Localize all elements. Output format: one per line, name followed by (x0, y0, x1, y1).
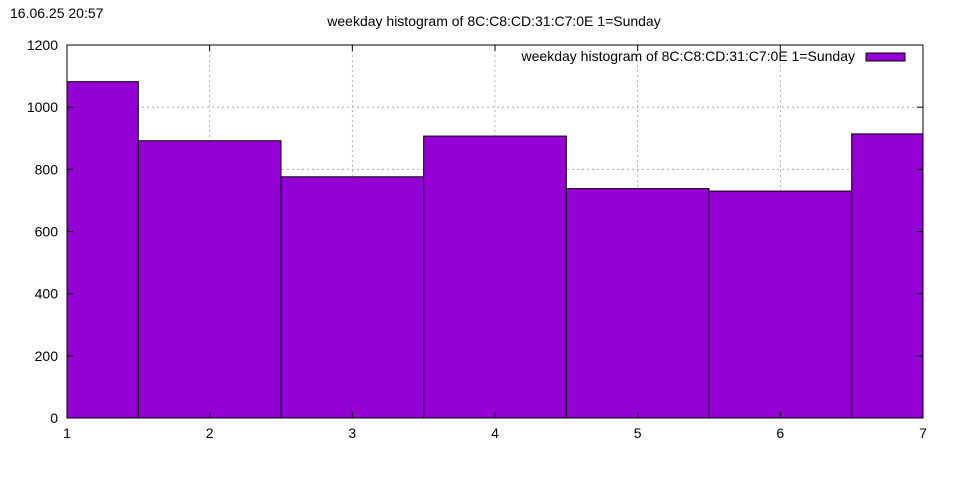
bar (66, 81, 139, 419)
x-tick-labels: 1 2 3 4 5 6 7 (63, 425, 927, 441)
x-tick-label: 2 (206, 425, 214, 441)
y-tick-label: 200 (35, 348, 59, 364)
bar (137, 140, 282, 419)
bar (423, 135, 567, 419)
timestamp: 16.06.25 20:57 (10, 5, 104, 21)
x-tick-label: 6 (776, 425, 784, 441)
y-tick-label: 0 (50, 410, 58, 426)
bar (708, 190, 853, 419)
bar (280, 176, 425, 419)
chart-title: weekday histogram of 8C:C8:CD:31:C7:0E 1… (326, 13, 660, 29)
y-tick-label: 600 (35, 224, 59, 240)
axis-ticks (66, 44, 924, 419)
legend-label: weekday histogram of 8C:C8:CD:31:C7:0E 1… (521, 48, 855, 64)
y-tick-labels: 0 200 400 600 800 1000 1200 (27, 37, 58, 426)
x-tick-label: 4 (491, 425, 499, 441)
y-tick-label: 800 (35, 161, 59, 177)
legend-swatch (865, 52, 906, 62)
y-tick-label: 400 (35, 286, 59, 302)
bar (565, 188, 710, 419)
bars (66, 81, 924, 419)
x-tick-label: 3 (348, 425, 356, 441)
legend: weekday histogram of 8C:C8:CD:31:C7:0E 1… (521, 48, 906, 64)
x-tick-label: 7 (919, 425, 927, 441)
bar (851, 133, 924, 419)
y-tick-label: 1000 (27, 99, 58, 115)
x-tick-label: 5 (634, 425, 642, 441)
x-tick-label: 1 (63, 425, 71, 441)
y-tick-label: 1200 (27, 37, 58, 53)
